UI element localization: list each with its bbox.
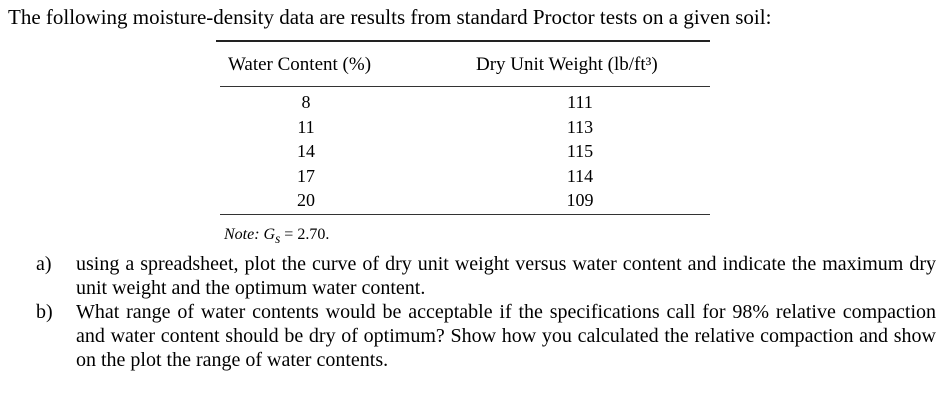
- note-value: = 2.70.: [280, 226, 330, 243]
- water-content-cell: 11: [297, 116, 315, 137]
- table-note: Note: Gs = 2.70.: [224, 226, 329, 247]
- dry-unit-weight-cell: 111: [567, 92, 593, 112]
- dry-unit-weight-cell: 109: [566, 190, 594, 211]
- water-content-cell: 8: [301, 92, 311, 112]
- note-label: Note: G: [224, 226, 276, 243]
- intro-text: The following moisture-density data are …: [8, 5, 772, 29]
- dry-unit-weight-cell: 113: [566, 116, 594, 137]
- table-row: 17 114: [216, 164, 710, 189]
- dry-unit-weight-cell: 115: [566, 141, 594, 162]
- water-content-cell: 17: [297, 165, 315, 186]
- table-body: 8 111 11 113 14 115 17 114 20 109: [216, 90, 710, 213]
- question-item: a) using a spreadsheet, plot the curve o…: [36, 252, 936, 300]
- question-list: a) using a spreadsheet, plot the curve o…: [36, 252, 936, 372]
- dry-unit-weight-header: Dry Unit Weight (lb/ft³): [476, 54, 658, 75]
- question-text: What range of water contents would be ac…: [76, 301, 936, 371]
- table-row: 8 111: [216, 90, 710, 115]
- table-bottom-rule: [220, 214, 710, 215]
- water-content-cell: 20: [297, 190, 315, 211]
- question-item: b) What range of water contents would be…: [36, 300, 936, 372]
- table-header-rule: [220, 86, 710, 87]
- question-marker: a): [36, 253, 52, 275]
- table-row: 14 115: [216, 139, 710, 164]
- table-row: 20 109: [216, 188, 710, 213]
- dry-unit-weight-cell: 114: [566, 165, 594, 186]
- table-row: 11 113: [216, 115, 710, 140]
- table-top-rule: [216, 40, 710, 42]
- question-text: using a spreadsheet, plot the curve of d…: [76, 253, 936, 299]
- note-subscript: s: [275, 231, 281, 247]
- question-marker: b): [36, 301, 53, 323]
- water-content-header: Water Content (%): [228, 54, 372, 75]
- water-content-cell: 14: [297, 141, 315, 162]
